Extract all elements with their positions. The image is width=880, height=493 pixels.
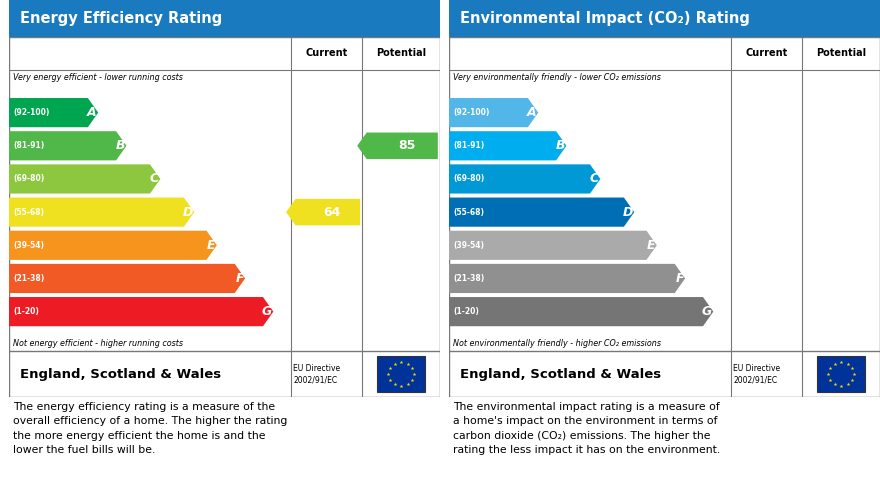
Text: (39-54): (39-54): [13, 241, 44, 250]
Text: A: A: [87, 106, 97, 119]
Text: B: B: [115, 140, 125, 152]
Text: Current: Current: [745, 48, 788, 58]
Text: E: E: [647, 239, 656, 252]
Text: C: C: [590, 173, 599, 185]
Text: D: D: [622, 206, 633, 218]
Text: Current: Current: [305, 48, 348, 58]
Text: Very environmentally friendly - lower CO₂ emissions: Very environmentally friendly - lower CO…: [453, 73, 661, 82]
Text: (21-38): (21-38): [13, 274, 44, 283]
Polygon shape: [9, 264, 246, 293]
Polygon shape: [9, 164, 160, 194]
Text: EU Directive
2002/91/EC: EU Directive 2002/91/EC: [293, 364, 341, 384]
Text: D: D: [182, 206, 193, 218]
Text: C: C: [150, 173, 159, 185]
Text: G: G: [701, 305, 712, 318]
Text: (39-54): (39-54): [453, 241, 484, 250]
FancyBboxPatch shape: [449, 0, 880, 36]
Text: (92-100): (92-100): [13, 108, 49, 117]
Text: (69-80): (69-80): [453, 175, 484, 183]
Text: 85: 85: [398, 140, 415, 152]
Polygon shape: [9, 198, 194, 227]
Text: (1-20): (1-20): [453, 307, 479, 316]
Polygon shape: [449, 98, 539, 127]
Polygon shape: [9, 131, 127, 160]
Text: A: A: [527, 106, 537, 119]
Text: (55-68): (55-68): [13, 208, 44, 216]
Polygon shape: [9, 98, 99, 127]
Text: (69-80): (69-80): [13, 175, 44, 183]
Text: Not energy efficient - higher running costs: Not energy efficient - higher running co…: [13, 339, 183, 348]
Text: (81-91): (81-91): [453, 141, 484, 150]
Text: Potential: Potential: [816, 48, 866, 58]
FancyBboxPatch shape: [378, 356, 425, 392]
Text: Very energy efficient - lower running costs: Very energy efficient - lower running co…: [13, 73, 183, 82]
Polygon shape: [449, 198, 634, 227]
Polygon shape: [357, 133, 438, 159]
Text: Environmental Impact (CO₂) Rating: Environmental Impact (CO₂) Rating: [459, 11, 750, 26]
FancyBboxPatch shape: [9, 0, 440, 36]
Text: (55-68): (55-68): [453, 208, 484, 216]
FancyBboxPatch shape: [9, 36, 440, 397]
Polygon shape: [449, 297, 714, 326]
Text: (92-100): (92-100): [453, 108, 489, 117]
Text: The environmental impact rating is a measure of
a home's impact on the environme: The environmental impact rating is a mea…: [453, 402, 721, 455]
Text: The energy efficiency rating is a measure of the
overall efficiency of a home. T: The energy efficiency rating is a measur…: [13, 402, 288, 455]
Text: F: F: [235, 272, 244, 285]
Text: (81-91): (81-91): [13, 141, 44, 150]
Text: B: B: [555, 140, 565, 152]
Text: (1-20): (1-20): [13, 307, 39, 316]
Polygon shape: [449, 164, 600, 194]
Text: (21-38): (21-38): [453, 274, 484, 283]
Text: Energy Efficiency Rating: Energy Efficiency Rating: [19, 11, 222, 26]
Text: Not environmentally friendly - higher CO₂ emissions: Not environmentally friendly - higher CO…: [453, 339, 661, 348]
Polygon shape: [286, 199, 360, 225]
Polygon shape: [449, 264, 686, 293]
Text: England, Scotland & Wales: England, Scotland & Wales: [19, 368, 221, 381]
Text: F: F: [675, 272, 684, 285]
Text: EU Directive
2002/91/EC: EU Directive 2002/91/EC: [733, 364, 781, 384]
Text: E: E: [207, 239, 216, 252]
FancyBboxPatch shape: [449, 36, 880, 397]
Polygon shape: [449, 231, 656, 260]
Text: 64: 64: [324, 206, 341, 218]
Polygon shape: [449, 131, 567, 160]
Text: G: G: [261, 305, 272, 318]
FancyBboxPatch shape: [818, 356, 865, 392]
Polygon shape: [9, 297, 274, 326]
Polygon shape: [9, 231, 216, 260]
Text: Potential: Potential: [376, 48, 426, 58]
Text: England, Scotland & Wales: England, Scotland & Wales: [459, 368, 661, 381]
